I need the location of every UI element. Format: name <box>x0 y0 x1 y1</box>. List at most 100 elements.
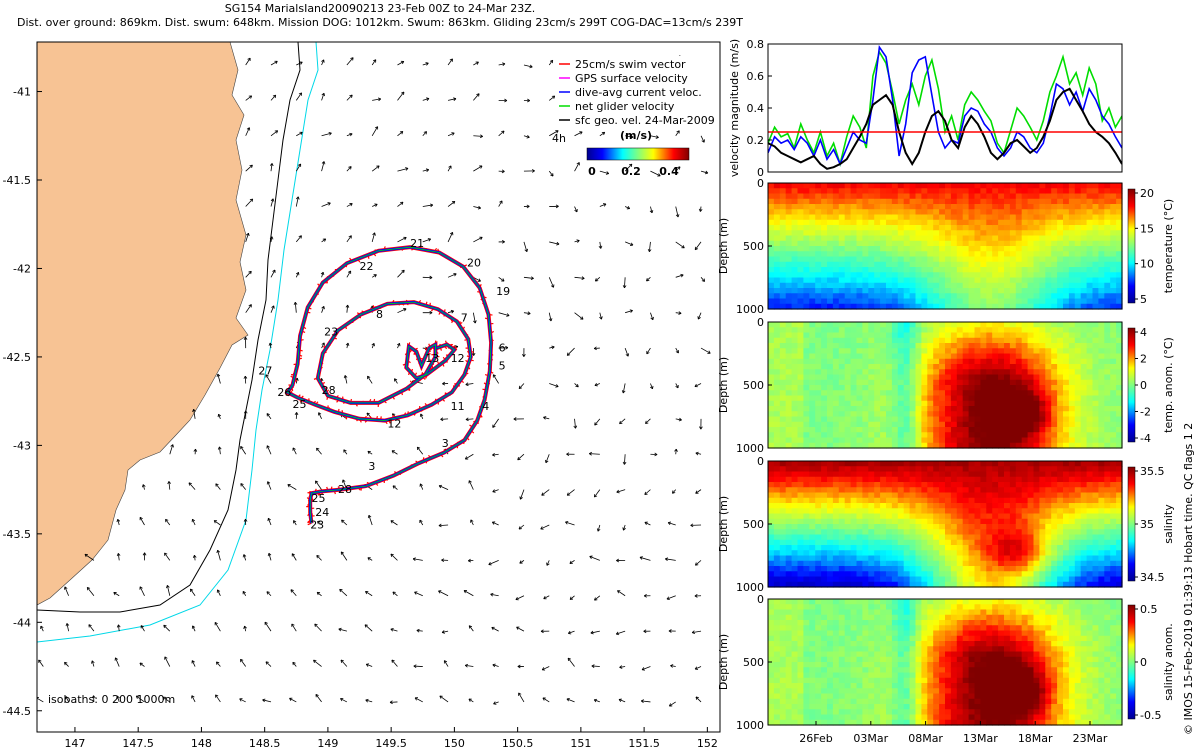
sfc-vel-arrowhead <box>247 57 251 62</box>
sfc-vel-arrowhead <box>213 520 218 524</box>
sfc-vel-arrow <box>650 206 653 213</box>
sfc-vel-arrowhead <box>491 521 496 525</box>
sfc-vel-arrowhead <box>242 554 247 558</box>
sfc-vel-arrowhead <box>540 629 544 634</box>
sfc-vel-arrow <box>191 660 196 667</box>
sfc-vel-arrowhead <box>465 382 469 387</box>
sfc-vel-arrowhead <box>675 384 679 389</box>
sfc-vel-arrowhead <box>468 480 472 484</box>
sfc-vel-arrowhead <box>441 558 445 563</box>
sfc-vel-arrow <box>367 450 373 455</box>
sfc-vel-arrowhead <box>555 204 559 209</box>
sfc-vel-arrow <box>245 164 253 172</box>
sfc-vel-arrow <box>66 623 70 632</box>
sfc-vel-arrowhead <box>639 556 643 560</box>
sfc-vel-arrowhead <box>243 625 247 629</box>
sfc-vel-arrowhead <box>492 374 497 378</box>
sfc-vel-arrow <box>390 553 398 561</box>
sfc-vel-arrowhead <box>405 167 409 171</box>
sfc-vel-arrowhead <box>271 305 275 309</box>
track-day-label: 11 <box>451 400 465 413</box>
sfc-vel-arrowhead <box>392 485 396 489</box>
sfc-vel-arrow <box>397 343 400 349</box>
sfc-vel-arrowhead <box>316 447 320 452</box>
sfc-vel-arrowhead <box>427 238 432 242</box>
sfc-vel-arrow <box>624 241 634 246</box>
legend-entry: dive-avg current veloc. <box>575 86 702 99</box>
sfc-vel-arrow <box>594 383 600 386</box>
sfc-vel-arrow <box>346 270 352 278</box>
isobath-200 <box>37 42 301 613</box>
sfc-vel-arrowhead <box>694 246 699 251</box>
sfc-vel-arrowhead <box>139 516 143 521</box>
sfc-vel-arrowhead <box>574 208 578 213</box>
sfc-vel-arrowhead <box>215 483 219 487</box>
sfc-vel-arrowhead <box>270 198 275 202</box>
sfc-vel-arrowhead <box>425 168 430 173</box>
sfc-vel-arrowhead <box>691 630 696 635</box>
sfc-vel-arrowhead <box>262 698 266 703</box>
sfc-vel-arrowhead <box>518 692 522 696</box>
sfc-vel-arrow <box>321 202 331 207</box>
sfc-vel-arrowhead <box>617 590 621 594</box>
sfc-vel-arrowhead <box>116 695 120 699</box>
sfc-vel-arrow <box>447 310 454 314</box>
track-day-label: 23 <box>324 326 338 339</box>
sfc-vel-arrowhead <box>641 667 645 671</box>
sfc-vel-arrowhead <box>243 375 248 379</box>
sfc-vel-arrowhead <box>619 420 623 425</box>
sfc-vel-arrow <box>523 241 528 252</box>
sfc-vel-arrow <box>316 592 322 597</box>
sfc-vel-arrowhead <box>419 483 423 487</box>
sfc-vel-arrow <box>321 306 325 313</box>
sfc-vel-arrow <box>465 418 474 420</box>
sfc-vel-arrow <box>240 446 247 455</box>
sfc-vel-arrow <box>619 418 626 425</box>
sfc-vel-arrow <box>346 342 349 349</box>
sfc-vel-arrow <box>217 550 221 561</box>
section-colorbar <box>1127 188 1136 304</box>
sfc-vel-arrow <box>321 238 326 243</box>
depth-tick-label: 500 <box>743 518 764 531</box>
sfc-vel-arrowhead <box>601 131 606 136</box>
sfc-vel-arrow <box>473 135 483 137</box>
sfc-vel-arrow <box>641 700 651 703</box>
sfc-vel-arrow <box>590 630 600 634</box>
sfc-vel-arrow <box>473 236 483 243</box>
sfc-vel-arrowhead <box>240 446 244 450</box>
sfc-vel-arrowhead <box>423 131 428 135</box>
sfc-vel-arrow <box>188 482 196 490</box>
sfc-vel-arrowhead <box>116 518 121 523</box>
sfc-vel-arrowhead <box>569 596 574 600</box>
sfc-vel-arrowhead <box>317 521 321 525</box>
sfc-vel-arrow <box>413 558 423 561</box>
sfc-vel-arrowhead <box>419 519 423 524</box>
sfc-vel-arrowhead <box>589 555 593 559</box>
sfc-vel-arrowhead <box>449 58 453 62</box>
sfc-vel-arrow <box>692 630 702 633</box>
sfc-vel-arrowhead <box>453 97 457 101</box>
sfc-vel-arrowhead <box>655 135 659 139</box>
sfc-vel-arrow <box>245 95 252 101</box>
sfc-vel-arrow <box>240 483 247 490</box>
depth-tick-label: 1000 <box>736 442 764 455</box>
sfc-vel-arrow <box>549 346 555 349</box>
sfc-vel-arrow <box>390 520 398 526</box>
sfc-vel-arrow <box>391 659 398 667</box>
sfc-vel-arrowhead <box>698 208 703 212</box>
speed-colorbar <box>586 147 690 161</box>
sfc-vel-arrow <box>498 312 510 317</box>
sfc-vel-arrowhead <box>246 232 250 237</box>
sfc-vel-arrowhead <box>165 518 169 523</box>
section-colorbar <box>1127 327 1136 443</box>
sfc-vel-arrowhead <box>501 130 505 134</box>
sfc-vel-arrowhead <box>293 520 297 524</box>
sfc-vel-arrowhead <box>265 374 269 378</box>
sfc-vel-arrowhead <box>135 695 140 699</box>
sfc-vel-arrow <box>215 694 221 703</box>
sfc-vel-arrow <box>597 524 601 532</box>
sfc-vel-arrow <box>136 695 145 703</box>
sfc-vel-arrow <box>548 277 554 288</box>
sfc-vel-arrowhead <box>569 560 573 564</box>
sfc-vel-arrow <box>594 418 601 426</box>
